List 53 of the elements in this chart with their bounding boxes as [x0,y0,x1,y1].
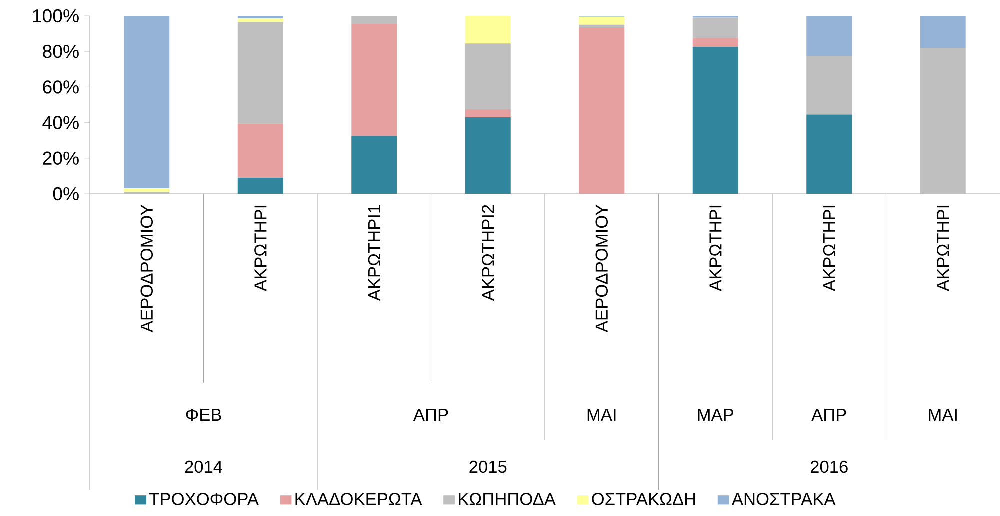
text: ΜΑΙ [588,409,616,421]
text: ΜΑΡ [698,409,734,421]
y-tick-label: 0% [53,187,79,201]
bar [465,117,511,194]
bar [465,44,511,110]
x-tick-label: ΑΚΡΩΤΗΡΙ [254,206,267,292]
legend-label: ΚΛΑΔΟΚΕΡΩΤΑ [296,493,422,506]
bar [579,16,625,25]
y-tick-label: 80% [43,44,79,58]
y-tick-label: 60% [43,80,79,94]
text: 2015 [470,460,507,474]
bar [238,178,284,194]
bar [124,188,170,192]
text: 2016 [810,460,848,474]
bar [352,24,398,136]
bar [806,114,852,194]
legend-label: ΚΩΠΗΠΟΔΑ [459,493,556,506]
bar [124,16,170,189]
bar [920,48,966,194]
text: ΦΕΒ [186,408,222,422]
bar [465,109,511,118]
bar [579,24,625,28]
x-tick-label: ΑΚΡΩΤΗΡΙ2 [482,205,494,302]
bar [806,16,852,56]
y-tick-label: 40% [42,116,79,130]
text: 2014 [185,460,223,474]
text: ΜΑΙ [929,409,957,421]
bar [692,47,738,194]
x-tick-label: ΑΚΡΩΤΗΡΙ [937,206,950,292]
bar [579,28,625,194]
legend-label: ΤΡΟΧΟΦΟΡΑ [150,493,259,506]
y-tick-label: 100% [33,9,79,23]
bar [465,16,511,44]
bar [352,136,398,194]
bar [692,38,738,48]
text: ΑΠΡ [812,409,846,421]
y-tick-label: 20% [43,152,79,166]
x-tick-label: ΑΚΡΩΤΗΡΙ1 [368,205,380,302]
legend-label: ΟΣΤΡΑΚΩΔΗ [592,493,696,506]
text: ΑΠΡ [413,409,448,421]
bar [238,16,284,19]
bar [920,16,966,48]
bar [238,22,284,124]
bar [238,18,284,22]
x-tick-label: ΑΕΡΟΔΡΟΜΙΟΥ [596,204,608,333]
x-tick-label: ΑΚΡΩΤΗΡΙ [710,206,722,292]
x-tick-label: ΑΚΡΩΤΗΡΙ [823,206,836,292]
bar [352,16,398,24]
bar [238,124,284,178]
x-tick-label: ΑΕΡΟΔΡΟΜΙΟΥ [140,204,154,333]
bar [806,56,852,115]
bar [692,18,738,38]
legend-label: ΑΝΟΣΤΡΑΚΑ [732,493,836,506]
